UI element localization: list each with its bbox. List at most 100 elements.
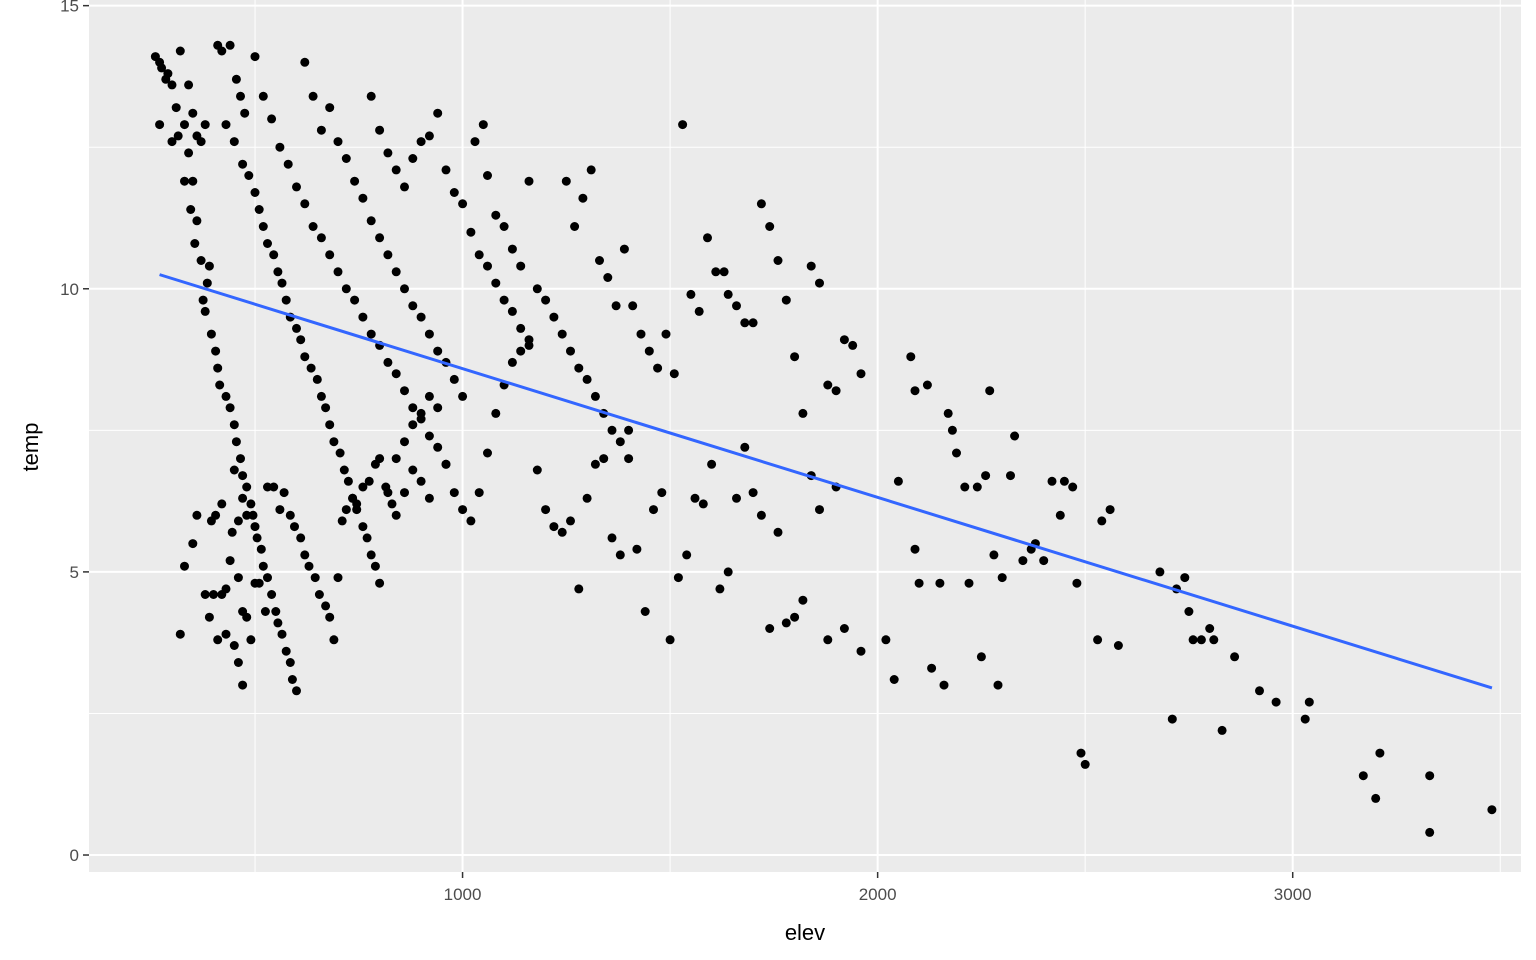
x-tick-label: 3000 — [1274, 885, 1312, 904]
data-point — [325, 420, 335, 430]
data-point — [1047, 476, 1057, 486]
data-point — [258, 222, 268, 231]
data-point — [590, 459, 600, 469]
data-point — [400, 284, 409, 294]
data-point — [478, 120, 488, 130]
data-point — [881, 635, 891, 645]
data-point — [603, 273, 613, 282]
data-point — [300, 550, 310, 560]
data-point — [1358, 771, 1368, 781]
data-point — [277, 278, 287, 288]
data-point — [615, 550, 625, 560]
data-point — [507, 357, 517, 367]
data-point — [238, 159, 248, 169]
data-point — [408, 154, 418, 163]
data-point — [532, 465, 542, 475]
data-point — [221, 120, 231, 130]
y-tick-label: 0 — [70, 846, 79, 865]
data-point — [325, 612, 335, 622]
data-point — [939, 680, 949, 690]
data-point — [333, 137, 343, 147]
data-point — [391, 165, 401, 175]
data-point — [574, 363, 584, 373]
data-point — [358, 312, 368, 322]
data-point — [595, 256, 604, 265]
data-point — [649, 505, 658, 515]
data-point — [175, 629, 185, 639]
data-point — [698, 499, 708, 509]
data-point — [707, 459, 717, 469]
data-point — [732, 301, 741, 311]
data-point — [669, 369, 679, 379]
data-point — [221, 629, 231, 639]
data-point — [343, 476, 353, 486]
data-point — [184, 148, 194, 158]
data-point — [358, 482, 368, 492]
data-point — [1055, 510, 1065, 520]
data-point — [561, 176, 571, 186]
data-point — [263, 239, 272, 248]
data-point — [823, 380, 833, 390]
data-point — [314, 590, 324, 599]
data-point — [578, 193, 588, 203]
data-point — [839, 335, 849, 345]
data-point — [1371, 793, 1381, 803]
data-point — [806, 261, 816, 271]
data-point — [483, 448, 492, 458]
data-point — [325, 103, 335, 113]
data-point — [653, 363, 663, 373]
data-point — [180, 561, 189, 571]
data-point — [732, 493, 741, 503]
data-point — [678, 120, 688, 130]
data-point — [370, 561, 380, 571]
data-point — [424, 493, 434, 503]
data-point — [628, 301, 638, 311]
data-point — [773, 256, 783, 265]
data-point — [1080, 759, 1090, 769]
data-point — [599, 454, 609, 464]
data-point — [233, 658, 243, 667]
data-point — [507, 306, 517, 316]
data-point — [352, 499, 362, 509]
data-point — [256, 544, 266, 554]
data-point — [366, 91, 376, 101]
data-point — [246, 499, 256, 509]
data-point — [248, 510, 258, 520]
data-point — [300, 199, 310, 209]
data-point — [636, 329, 646, 339]
data-point — [198, 295, 208, 305]
data-point — [258, 561, 268, 571]
data-point — [619, 244, 629, 254]
data-point — [339, 465, 349, 475]
data-point — [715, 584, 725, 594]
data-point — [433, 346, 443, 356]
data-point — [391, 267, 401, 277]
data-point — [740, 442, 750, 452]
y-axis-ticks: 0 5 10 15 — [60, 0, 89, 865]
data-point — [213, 635, 223, 645]
data-point — [748, 318, 758, 328]
x-tick-label: 1000 — [444, 885, 482, 904]
data-point — [574, 584, 584, 594]
data-point — [1059, 476, 1069, 486]
data-point — [922, 380, 932, 390]
data-point — [848, 340, 858, 350]
data-point — [277, 629, 287, 639]
data-point — [229, 137, 239, 147]
data-point — [236, 91, 245, 101]
data-point — [566, 346, 575, 356]
data-point — [416, 137, 426, 147]
data-point — [458, 391, 468, 401]
data-point — [200, 120, 210, 130]
data-point — [524, 176, 534, 186]
data-point — [267, 590, 277, 599]
data-point — [308, 222, 318, 231]
data-point — [416, 408, 426, 418]
data-point — [231, 437, 241, 447]
data-point — [893, 476, 903, 486]
data-point — [285, 658, 295, 667]
data-point — [161, 74, 171, 84]
data-point — [657, 488, 667, 498]
data-point — [250, 188, 260, 197]
